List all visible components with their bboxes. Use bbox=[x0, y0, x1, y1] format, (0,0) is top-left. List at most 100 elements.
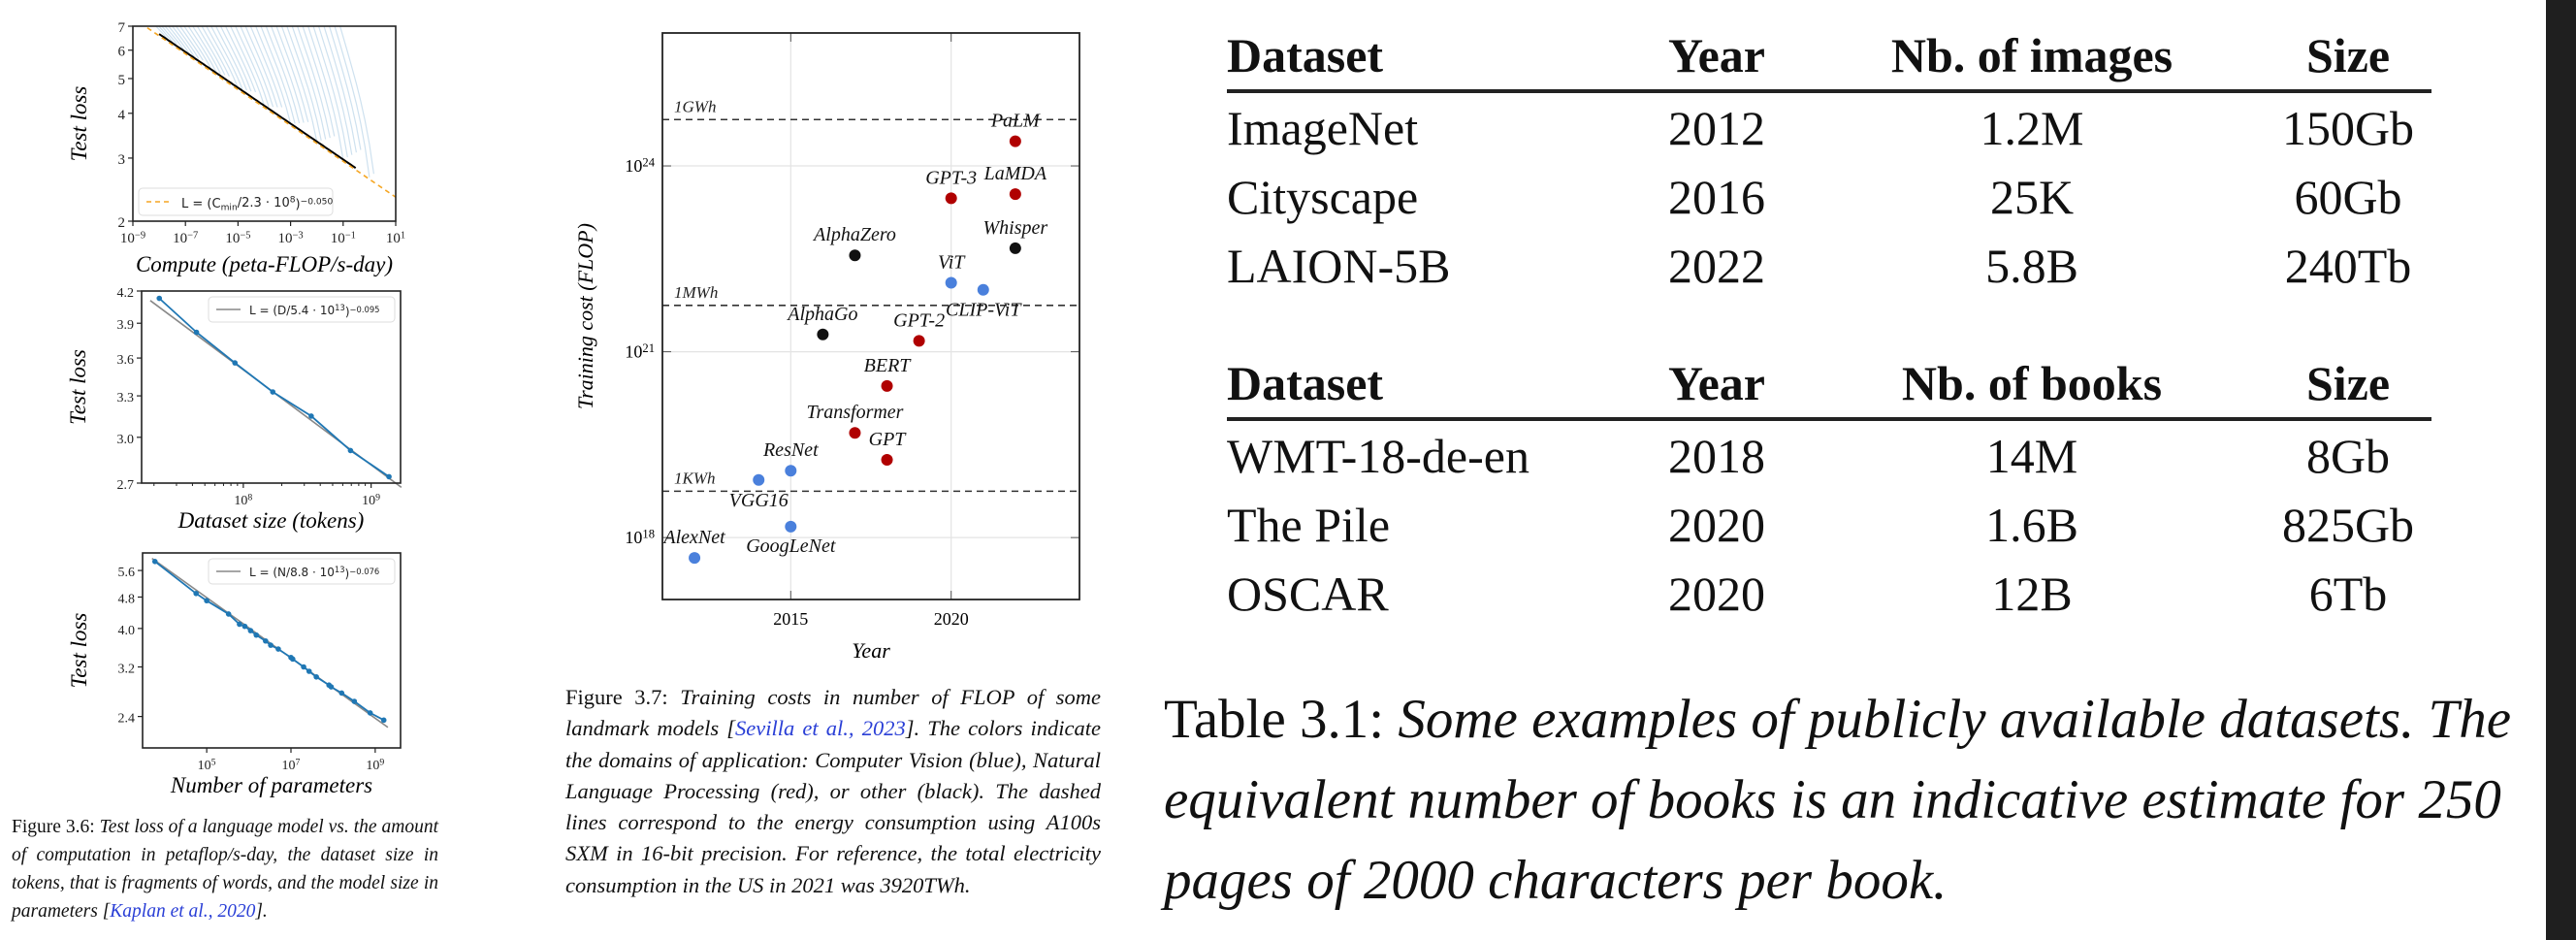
table-cell: 2020 bbox=[1668, 566, 1765, 621]
model-point bbox=[817, 328, 829, 340]
model-point bbox=[753, 473, 765, 486]
training-curve bbox=[328, 26, 362, 150]
column-header: Size bbox=[2265, 349, 2431, 421]
x-axis-label: Year bbox=[852, 638, 890, 663]
y-axis-label: Test loss bbox=[67, 613, 91, 689]
table-cell: 25K bbox=[1989, 169, 2075, 224]
y-tick-label: 4.0 bbox=[118, 624, 136, 638]
table-cell: The Pile bbox=[1227, 497, 1391, 552]
table-cell: OSCAR bbox=[1227, 566, 1389, 621]
x-tick-label: 105 bbox=[198, 758, 216, 773]
plot-frame bbox=[142, 552, 402, 749]
data-point bbox=[263, 637, 269, 644]
image-datasets-table: Dataset Year Nb. of images Size ImageNet… bbox=[1227, 21, 2431, 300]
plot-frame bbox=[141, 290, 402, 484]
model-point bbox=[913, 335, 925, 347]
x-axis-label: Dataset size (tokens) bbox=[177, 508, 365, 533]
model-label: LaMDA bbox=[983, 163, 1047, 184]
training-curve bbox=[171, 26, 195, 57]
data-point bbox=[237, 621, 242, 628]
data-point bbox=[351, 698, 358, 704]
table-row: WMT-18-de-en 2018 14M 8Gb bbox=[1227, 419, 2431, 490]
table-cell: 825Gb bbox=[2281, 497, 2415, 552]
y-tick-label: 4.8 bbox=[118, 592, 136, 606]
x-tick-label: 107 bbox=[282, 758, 301, 773]
table-cell: 2016 bbox=[1668, 169, 1765, 224]
table-cell: 5.8B bbox=[1985, 238, 2078, 293]
y-axis-label: Test loss bbox=[67, 86, 91, 162]
model-label: Transformer bbox=[806, 402, 903, 423]
training-curve bbox=[201, 26, 230, 77]
y-tick-label: 3.2 bbox=[118, 663, 136, 677]
data-point bbox=[268, 642, 274, 648]
training-curve bbox=[167, 26, 191, 55]
training-curve bbox=[175, 26, 200, 59]
y-axis-label: Training cost (FLOP) bbox=[573, 223, 597, 409]
legend: L = (Cmin/2.3 · 108)−0.050 bbox=[138, 187, 334, 216]
training-curve bbox=[164, 26, 186, 53]
data-point bbox=[270, 389, 276, 395]
table-cell: 2012 bbox=[1668, 100, 1765, 155]
x-tick-label: 10−5 bbox=[225, 230, 250, 246]
table-header-row: Dataset Year Nb. of books Size bbox=[1227, 349, 2431, 421]
column-header: Year bbox=[1634, 21, 1799, 93]
table-header-row: Dataset Year Nb. of images Size bbox=[1227, 21, 2431, 93]
training-curve bbox=[255, 26, 292, 124]
caption-label: Figure 3.7: bbox=[565, 685, 668, 709]
model-label: GPT bbox=[869, 429, 908, 450]
model-point bbox=[945, 276, 957, 289]
training-curve bbox=[224, 26, 257, 93]
y-tick-label: 4 bbox=[118, 108, 126, 123]
training-curve bbox=[196, 26, 226, 76]
fit-line bbox=[144, 26, 396, 198]
table-cell: 1.2M bbox=[1980, 100, 2084, 155]
y-tick-label: 6 bbox=[118, 45, 126, 60]
data-point bbox=[328, 684, 335, 690]
legend: L = (D/5.4 · 1013)−0.095 bbox=[208, 296, 396, 323]
data-line bbox=[154, 561, 385, 722]
data-point bbox=[367, 710, 373, 716]
training-cost-chart: 1KWh 1MWh 1GWh PaLM GPT-3 LaMDA Whisper AlphaZe… bbox=[573, 32, 1080, 663]
plot-frame bbox=[661, 32, 1080, 600]
y-tick-label: 2.4 bbox=[118, 712, 136, 727]
y-tick-label: 3 bbox=[118, 152, 126, 168]
x-tick-label: 2020 bbox=[934, 609, 969, 629]
model-label: ResNet bbox=[762, 439, 819, 461]
data-point bbox=[253, 632, 260, 638]
table-cell: ImageNet bbox=[1227, 100, 1419, 155]
citation-link[interactable]: Sevilla et al., 2023 bbox=[735, 716, 906, 741]
column-header: Size bbox=[2265, 21, 2431, 93]
model-label: BERT bbox=[864, 355, 913, 376]
data-line bbox=[158, 297, 390, 478]
y-tick-label: 3.6 bbox=[117, 353, 135, 368]
column-header: Dataset bbox=[1227, 21, 1634, 93]
model-point bbox=[977, 283, 989, 296]
x-tick-label: 10−7 bbox=[173, 230, 198, 246]
caption-label: Figure 3.6: bbox=[12, 817, 95, 837]
training-curve bbox=[183, 26, 212, 71]
table-3-1-caption: Table 3.1: Some examples of publicly ava… bbox=[1164, 679, 2541, 921]
data-point bbox=[247, 628, 254, 633]
table-row: OSCAR 2020 12B 6Tb bbox=[1227, 559, 2431, 628]
model-point bbox=[1009, 188, 1021, 201]
table-cell: 2018 bbox=[1668, 428, 1765, 483]
training-curve bbox=[240, 26, 274, 108]
compute-frontier-line bbox=[158, 33, 357, 170]
data-point bbox=[380, 717, 387, 724]
legend-label: L = (N/8.8 · 1013)−0.076 bbox=[249, 565, 379, 580]
table-cell: WMT-18-de-en bbox=[1227, 428, 1530, 483]
x-axis-label: Compute (peta-FLOP/s-day) bbox=[136, 252, 393, 276]
model-label: ViT bbox=[938, 251, 966, 273]
model-point bbox=[1009, 242, 1021, 254]
y-axis-label: Test loss bbox=[66, 349, 90, 425]
y-tick-label: 3.0 bbox=[117, 433, 135, 447]
training-curve bbox=[219, 26, 252, 92]
x-tick-label: 109 bbox=[362, 493, 380, 508]
model-label: AlphaGo bbox=[786, 304, 857, 325]
model-point bbox=[785, 465, 797, 477]
training-curve bbox=[209, 26, 243, 90]
table-cell: 2020 bbox=[1668, 497, 1765, 552]
model-point bbox=[945, 192, 957, 205]
training-curve bbox=[154, 26, 169, 40]
citation-link[interactable]: Kaplan et al., 2020 bbox=[110, 901, 256, 922]
